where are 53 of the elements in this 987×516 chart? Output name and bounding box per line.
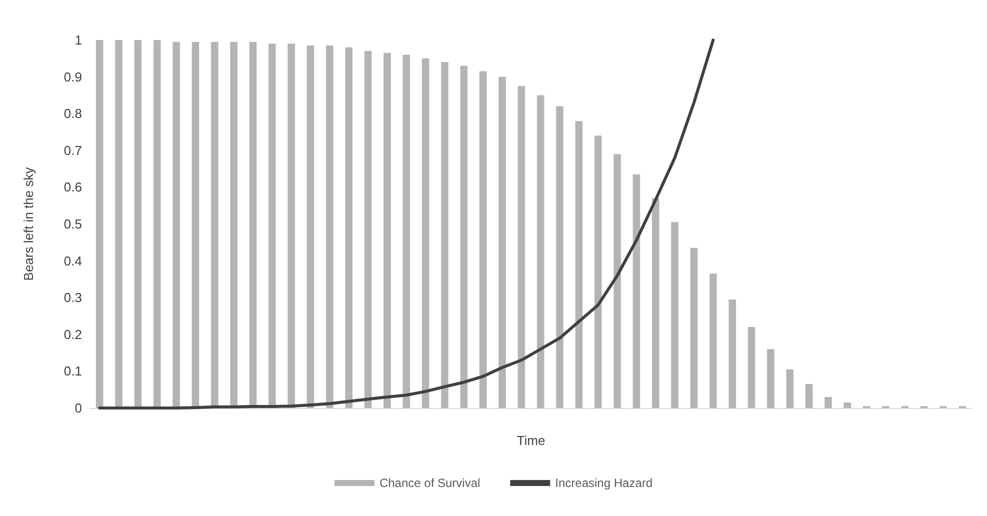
y-tick-label: 0.4 — [64, 253, 82, 268]
y-tick-label: 0.3 — [64, 290, 82, 306]
bar — [614, 154, 621, 408]
bar — [384, 52, 391, 408]
bar — [115, 40, 122, 408]
bar — [767, 349, 774, 408]
bar — [306, 46, 314, 408]
y-axis-title: Bears left in the sky — [21, 166, 36, 281]
y-tick-label: 0.8 — [64, 106, 82, 122]
y-tick-label: 0.7 — [64, 142, 82, 158]
bar — [536, 95, 544, 408]
bar — [690, 248, 698, 408]
legend-label: Chance of Survival — [379, 476, 480, 490]
bar — [652, 198, 660, 408]
y-tick-label: 0.5 — [64, 216, 82, 232]
bar — [786, 369, 794, 408]
bar — [805, 384, 813, 408]
bar — [153, 40, 161, 408]
bar — [364, 51, 372, 408]
bar — [632, 174, 640, 408]
bar — [326, 46, 334, 408]
bar — [710, 274, 717, 408]
bar — [498, 76, 506, 408]
bar — [671, 222, 678, 408]
bar — [748, 327, 756, 408]
bar — [575, 120, 583, 408]
bar — [402, 54, 410, 408]
bar — [518, 86, 526, 408]
bar — [422, 58, 430, 408]
bar — [460, 66, 468, 408]
bar — [268, 44, 276, 408]
x-axis-title: Time — [516, 433, 546, 448]
bar — [134, 40, 142, 408]
y-tick-label: 1 — [74, 32, 82, 48]
bar — [288, 44, 295, 408]
y-tick-label: 0.2 — [64, 326, 82, 342]
bar — [556, 106, 564, 408]
y-tick-label: 0 — [74, 400, 82, 416]
y-tick-label: 0.6 — [64, 180, 82, 195]
line-series — [98, 38, 715, 410]
bar — [728, 299, 736, 408]
bar — [479, 71, 487, 408]
bar — [192, 42, 200, 408]
bar — [594, 136, 602, 408]
bar — [172, 42, 180, 408]
bar — [345, 47, 352, 408]
bar — [441, 62, 448, 408]
bar — [824, 396, 832, 408]
y-tick-label: 0.1 — [64, 364, 82, 379]
legend-label: Increasing Hazard — [555, 476, 653, 490]
y-tick-label: 0.9 — [64, 69, 82, 84]
bar — [844, 402, 852, 408]
bar — [96, 40, 104, 408]
